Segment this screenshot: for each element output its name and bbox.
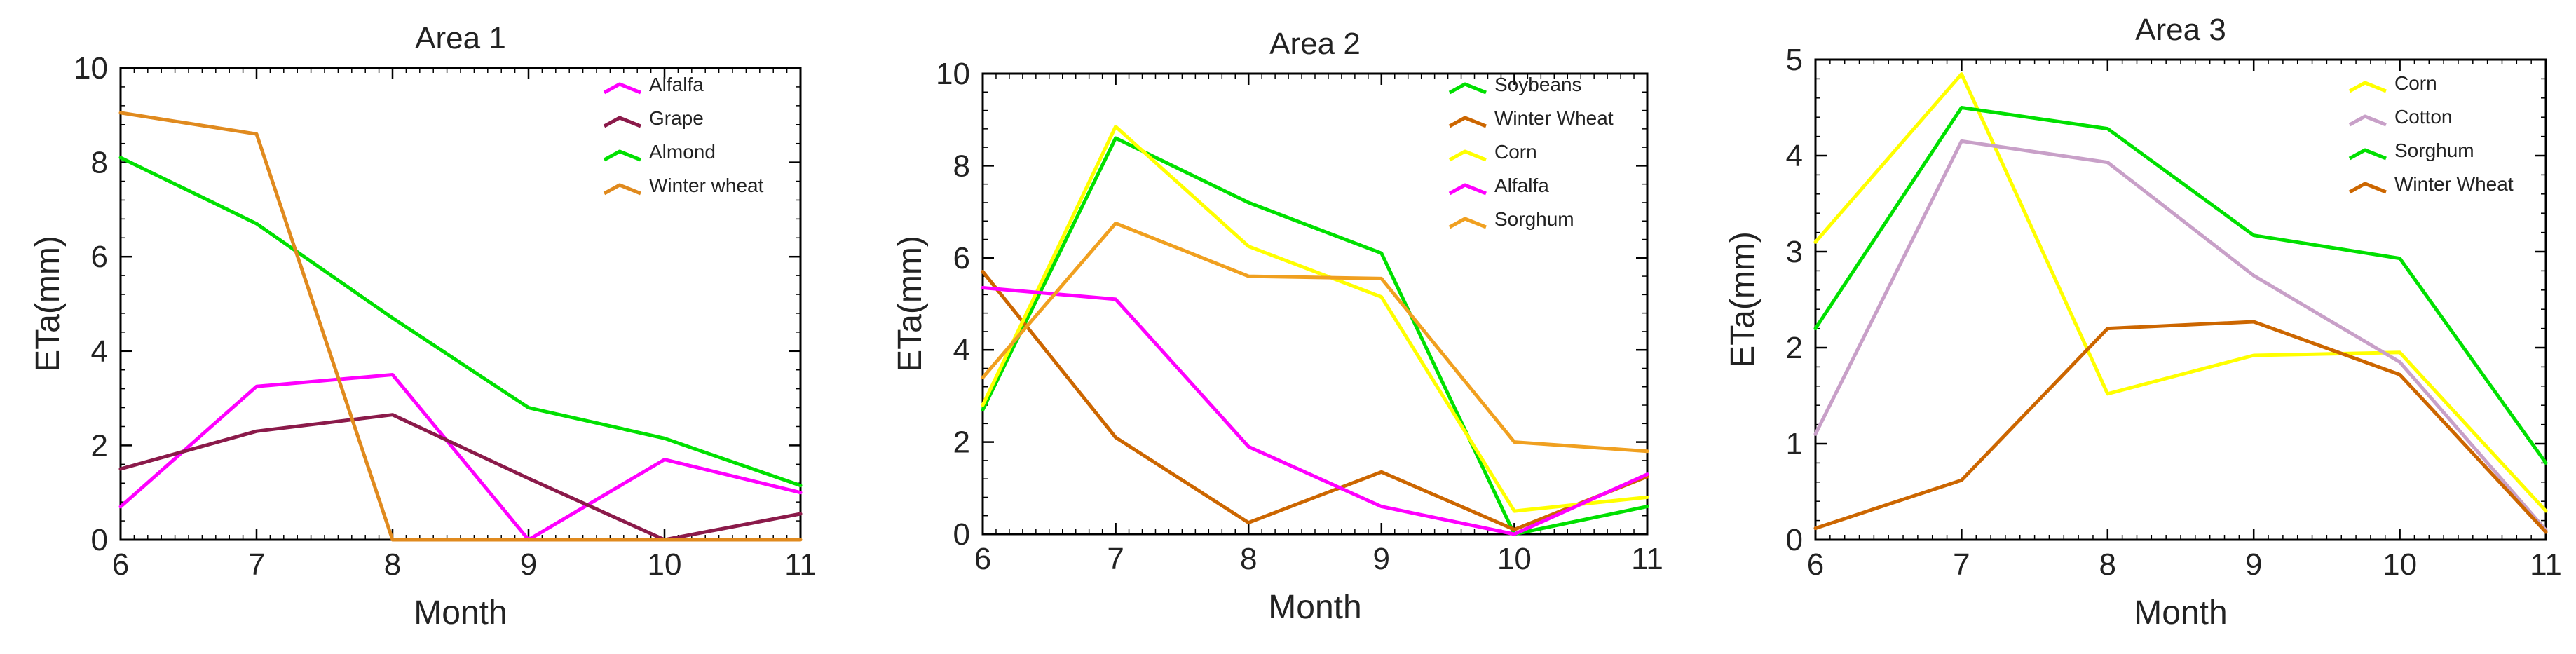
y-tick-label: 2 xyxy=(1786,331,1803,365)
series-line-winter-wheat xyxy=(1813,320,2548,534)
legend-label: Sorghum xyxy=(2394,139,2474,161)
legend-swatch xyxy=(603,149,641,162)
legend-label: Winter Wheat xyxy=(1494,107,1614,129)
x-tick-label: 8 xyxy=(384,547,401,582)
legend: Corn Cotton Sorghum Winter Wheat xyxy=(2348,72,2514,195)
legend: Soybeans Winter Wheat Corn Alfalfa Sorghum xyxy=(1448,74,1614,230)
series-line-grape xyxy=(118,413,803,542)
chart-area-2: Area 2 6 7 8 9 10 11 0 2 4 6 8 10 Month ETa(mm) Soybean… xyxy=(892,27,1663,626)
x-tick-label: 11 xyxy=(2530,547,2562,582)
legend-label: Cotton xyxy=(2394,106,2453,128)
y-tick-label: 8 xyxy=(91,146,108,180)
legend-label: Soybeans xyxy=(1494,74,1582,95)
x-tick-label: 11 xyxy=(784,547,817,582)
legend-swatch xyxy=(2348,148,2387,161)
y-tick-label: 0 xyxy=(1786,523,1803,557)
legend-label: Corn xyxy=(2394,72,2437,94)
minor-ticks xyxy=(983,74,1647,534)
x-tick-label: 7 xyxy=(1107,542,1124,576)
legend-swatch xyxy=(1448,116,1487,128)
x-tick-label: 10 xyxy=(1497,542,1532,576)
series-line-alfalfa xyxy=(118,373,803,542)
x-tick-label: 10 xyxy=(2383,547,2417,582)
series-line-winter-wheat xyxy=(981,270,1649,531)
x-tick-label: 9 xyxy=(1373,542,1390,576)
plot-frame xyxy=(981,72,1649,536)
legend-swatch xyxy=(1448,149,1487,162)
y-tick-label: 0 xyxy=(953,517,970,552)
x-tick-label: 9 xyxy=(520,547,537,582)
x-tick-label: 7 xyxy=(248,547,265,582)
plot-frame xyxy=(1814,58,2547,541)
y-tick-label: 8 xyxy=(953,149,970,183)
y-tick-label: 3 xyxy=(1786,235,1803,269)
y-tick-label: 6 xyxy=(91,240,108,274)
series-line-cotton xyxy=(1813,139,2548,532)
x-tick-label: 6 xyxy=(1807,547,1824,582)
y-tick-label: 10 xyxy=(936,57,970,91)
x-tick-label: 10 xyxy=(648,547,682,582)
x-tick-label: 9 xyxy=(2245,547,2262,582)
chart-area-1: Area 1 6 7 8 9 10 11 0 2 4 6 8 10 Month ETa(mm) Alfalfa… xyxy=(29,21,817,632)
y-tick-label: 6 xyxy=(953,241,970,275)
legend-swatch xyxy=(1448,217,1487,229)
series-line-almond xyxy=(118,156,803,488)
legend-label: Alfalfa xyxy=(649,74,704,95)
series-line-corn xyxy=(981,125,1649,513)
x-axis-label: Month xyxy=(2134,594,2227,632)
legend-label: Grape xyxy=(649,107,704,129)
legend-swatch xyxy=(603,183,641,196)
legend-swatch xyxy=(603,116,641,128)
legend-label: Winter Wheat xyxy=(2394,173,2514,195)
y-tick-label: 4 xyxy=(1786,139,1803,173)
y-tick-label: 0 xyxy=(91,523,108,557)
y-axis-label: ETa(mm) xyxy=(29,236,67,372)
y-tick-label: 4 xyxy=(953,333,970,367)
x-axis-label: Month xyxy=(414,594,507,632)
x-tick-label: 8 xyxy=(2099,547,2116,582)
legend-swatch xyxy=(2348,114,2387,127)
legend-label: Sorghum xyxy=(1494,208,1574,230)
legend-label: Alfalfa xyxy=(1494,175,1549,196)
x-tick-label: 7 xyxy=(1953,547,1970,582)
legend-label: Winter wheat xyxy=(649,175,764,196)
chart-title: Area 1 xyxy=(415,21,506,55)
y-tick-label: 10 xyxy=(74,51,108,86)
legend-label: Almond xyxy=(649,141,716,163)
x-tick-label: 6 xyxy=(112,547,129,582)
y-tick-label: 4 xyxy=(91,334,108,369)
minor-ticks xyxy=(1815,60,2546,540)
chart-area-3: Area 3 6 7 8 9 10 11 0 1 2 3 4 5 Month ETa(mm) Corn Cott… xyxy=(1724,13,2562,632)
x-tick-label: 6 xyxy=(974,542,991,576)
x-tick-label: 8 xyxy=(1240,542,1257,576)
y-tick-label: 2 xyxy=(91,428,108,463)
series-line-soybeans xyxy=(981,136,1649,536)
legend: Alfalfa Grape Almond Winter wheat xyxy=(603,74,764,196)
legend-swatch xyxy=(1448,183,1487,196)
legend-swatch xyxy=(2348,81,2387,93)
y-tick-label: 5 xyxy=(1786,43,1803,77)
x-tick-label: 11 xyxy=(1631,542,1663,576)
y-tick-label: 2 xyxy=(953,425,970,460)
y-axis-label: ETa(mm) xyxy=(892,236,929,372)
y-axis-label: ETa(mm) xyxy=(1724,231,1761,368)
series-line-sorghum xyxy=(981,222,1649,454)
chart-title: Area 3 xyxy=(2135,13,2226,47)
legend-swatch xyxy=(1448,82,1487,95)
legend-label: Corn xyxy=(1494,141,1537,163)
series-line-sorghum xyxy=(1813,106,2548,465)
y-tick-label: 1 xyxy=(1786,427,1803,461)
legend-swatch xyxy=(603,82,641,95)
chart-title: Area 2 xyxy=(1269,27,1361,61)
series-line-corn xyxy=(1813,72,2548,513)
series-line-alfalfa xyxy=(981,286,1649,536)
legend-swatch xyxy=(2348,182,2387,194)
x-axis-label: Month xyxy=(1268,589,1361,626)
series-line-winter-wheat xyxy=(118,111,803,542)
